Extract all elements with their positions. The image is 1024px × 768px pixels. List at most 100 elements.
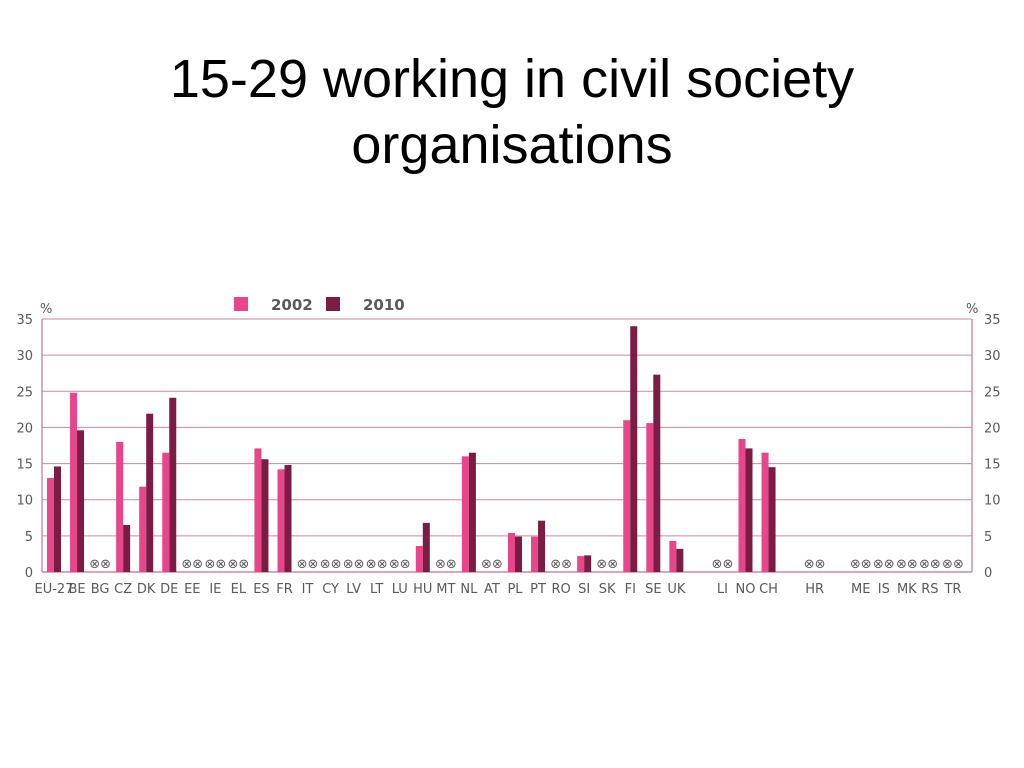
x-label-LT: LT [370, 582, 383, 597]
bar-2010-NL [468, 452, 476, 572]
x-label-NO: NO [736, 582, 756, 597]
x-label-RO: RO [551, 582, 570, 597]
x-label-FI: FI [625, 582, 636, 597]
x-label-MK: MK [897, 582, 917, 597]
slide-title: 15-29 working in civil society organisat… [0, 46, 1024, 178]
bar-2002-PL [508, 532, 515, 572]
x-label-AT: AT [484, 582, 500, 597]
bar-2010-SE [653, 374, 661, 572]
x-label-ES: ES [253, 582, 269, 597]
x-label-DK: DK [137, 582, 156, 597]
x-label-PT: PT [530, 582, 546, 597]
x-label-MT: MT [436, 582, 455, 597]
x-label-UK: UK [667, 582, 686, 597]
no-data-marker-ME: ⊗⊗ [850, 557, 872, 572]
no-data-marker-IS: ⊗⊗ [873, 557, 895, 572]
bar-2002-NL [461, 456, 469, 572]
x-label-RS: RS [921, 582, 938, 597]
legend-label-2002: 2002 [271, 296, 313, 314]
bar-chart: 2002 2010 0 0 5 5 10 10 15 15 20 20 25 25 30 30 35 35 ⊗⊗… [16, 296, 1000, 597]
bar-2002-DK [139, 486, 147, 572]
bar-2010-DE [169, 397, 177, 572]
bar-2010-FI [630, 326, 638, 572]
no-data-marker-IT: ⊗⊗ [297, 557, 319, 572]
bar-2010-EU-27 [54, 466, 61, 572]
no-data-marker-MK: ⊗⊗ [896, 557, 918, 572]
bar-2002-FI [623, 420, 631, 572]
x-label-ME: ME [851, 582, 870, 597]
bar-2010-PL [515, 536, 522, 572]
y-tick-left-10: 10 [16, 494, 33, 509]
legend-swatch-2002 [234, 297, 248, 311]
chart-legend: 2002 2010 [234, 296, 405, 314]
bar-2010-PT [538, 520, 546, 572]
x-label-LU: LU [392, 582, 408, 597]
no-data-marker-LI: ⊗⊗ [712, 557, 734, 572]
bar-2002-SI [577, 556, 585, 572]
bar-2002-CZ [116, 441, 124, 572]
no-data-marker-LT: ⊗⊗ [366, 557, 388, 572]
x-label-SI: SI [578, 582, 590, 597]
no-data-marker-EE: ⊗⊗ [181, 557, 203, 572]
bar-2002-PT [531, 536, 539, 572]
slide-title-line-2: organisations [351, 115, 673, 175]
x-label-PL: PL [507, 582, 523, 597]
x-label-LI: LI [717, 582, 728, 597]
y-tick-left-30: 30 [16, 349, 33, 364]
bar-2010-NO [745, 448, 753, 572]
x-label-TR: TR [943, 582, 961, 597]
bar-2002-FR [277, 469, 285, 572]
chart-grid: 0 0 5 5 10 10 15 15 20 20 25 25 30 30 35 35 [16, 313, 1000, 581]
y-tick-left-25: 25 [16, 385, 33, 400]
no-data-marker-RS: ⊗⊗ [919, 557, 941, 572]
chart-bars: ⊗⊗ ⊗⊗ ⊗⊗ ⊗⊗ ⊗⊗ ⊗⊗ ⊗⊗ ⊗⊗ ⊗⊗ ⊗⊗ ⊗⊗ ⊗⊗ ⊗⊗ ⊗⊗ ⊗⊗ ⊗⊗ ⊗⊗ ⊗⊗ ⊗⊗ ⊗⊗ [47, 326, 964, 572]
bar-2010-DK [146, 413, 154, 572]
y-tick-left-5: 5 [25, 530, 33, 545]
y-tick-right-15: 15 [984, 458, 1001, 473]
no-data-marker-RO: ⊗⊗ [550, 557, 572, 572]
x-label-EE: EE [184, 582, 200, 597]
x-label-HU: HU [413, 582, 432, 597]
x-label-IS: IS [878, 582, 890, 597]
x-label-BG: BG [91, 582, 110, 597]
y-tick-left-35: 35 [16, 313, 33, 328]
y-tick-right-30: 30 [984, 349, 1001, 364]
y-tick-right-0: 0 [984, 566, 992, 581]
bar-2002-BE [70, 392, 78, 572]
x-label-CY: CY [322, 582, 339, 597]
y-tick-right-35: 35 [984, 313, 1001, 328]
x-label-CZ: CZ [114, 582, 132, 597]
x-label-DE: DE [160, 582, 178, 597]
y-tick-right-10: 10 [984, 494, 1001, 509]
bar-2002-ES [254, 448, 262, 572]
bar-2002-DE [162, 452, 170, 572]
y-axis-label-right: % [966, 302, 978, 317]
y-tick-right-20: 20 [984, 421, 1001, 436]
x-label-EU-27: EU-27 [35, 582, 74, 597]
y-tick-right-5: 5 [984, 530, 992, 545]
slide-title-line-1: 15-29 working in civil society [169, 49, 855, 109]
bar-2002-UK [669, 540, 677, 572]
x-label-BE: BE [68, 582, 85, 597]
no-data-marker-BG: ⊗⊗ [89, 557, 111, 572]
y-tick-left-0: 0 [25, 566, 33, 581]
no-data-marker-SK: ⊗⊗ [596, 557, 618, 572]
y-tick-right-25: 25 [984, 385, 1001, 400]
bar-2010-SI [584, 555, 592, 572]
bar-2002-EU-27 [47, 478, 54, 572]
no-data-marker-EL: ⊗⊗ [228, 557, 250, 572]
no-data-marker-HR: ⊗⊗ [804, 557, 826, 572]
legend-label-2010: 2010 [363, 296, 405, 314]
bar-2010-BE [77, 430, 85, 572]
y-tick-left-20: 20 [16, 421, 33, 436]
bar-2010-HU [422, 522, 430, 572]
bar-2002-HU [415, 545, 423, 572]
x-label-SE: SE [645, 582, 661, 597]
bar-2010-CH [768, 467, 776, 572]
x-label-LV: LV [346, 582, 361, 597]
x-label-SK: SK [599, 582, 616, 597]
x-label-EL: EL [231, 582, 247, 597]
x-label-IE: IE [209, 582, 221, 597]
no-data-marker-TR: ⊗⊗ [942, 557, 964, 572]
no-data-marker-MT: ⊗⊗ [435, 557, 457, 572]
